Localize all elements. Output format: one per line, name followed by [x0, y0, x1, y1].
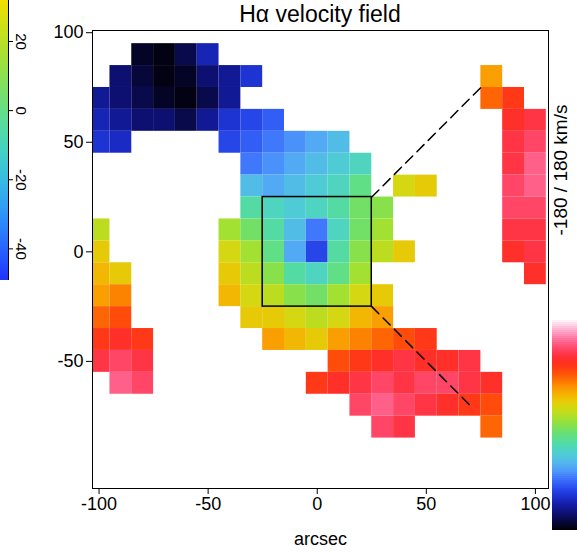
svg-text:50: 50 [416, 494, 436, 514]
html-text:Hα velocity field: Hα velocity field [239, 1, 401, 27]
svg-text:-180 / 180 km/s: -180 / 180 km/s [550, 105, 571, 236]
svg-text:arcsec: arcsec [294, 529, 347, 549]
svg-text:20: 20 [13, 33, 30, 50]
svg-text:-50: -50 [195, 494, 221, 514]
svg-text:50: 50 [63, 132, 83, 152]
svg-text:100: 100 [520, 494, 550, 514]
svg-text:0: 0 [312, 494, 322, 514]
svg-text:0: 0 [13, 106, 30, 114]
svg-text:-100: -100 [81, 494, 117, 514]
svg-text:-50: -50 [57, 351, 83, 371]
svg-text:100: 100 [53, 22, 83, 42]
svg-text:0: 0 [73, 242, 83, 262]
svg-text:-40: -40 [13, 238, 30, 260]
svg-text:-20: -20 [13, 169, 30, 191]
